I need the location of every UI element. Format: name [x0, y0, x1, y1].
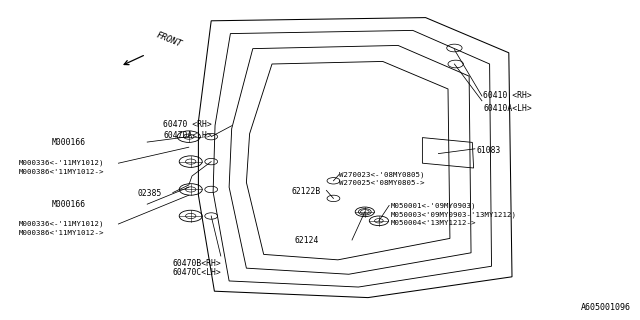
Text: 60410A<LH>: 60410A<LH>: [483, 104, 532, 113]
Text: 61083: 61083: [477, 146, 501, 155]
Text: M050003<'09MY0903-'13MY1212): M050003<'09MY0903-'13MY1212): [390, 211, 516, 218]
Text: M050001<-'09MY0903): M050001<-'09MY0903): [390, 202, 476, 209]
Text: M000336<-'11MY1012): M000336<-'11MY1012): [19, 160, 105, 166]
Text: M000166: M000166: [51, 200, 85, 209]
Text: 60470A<LH>: 60470A<LH>: [163, 132, 212, 140]
Text: W270023<-'08MY0805): W270023<-'08MY0805): [339, 171, 425, 178]
Text: M050004<'13MY1212->: M050004<'13MY1212->: [390, 220, 476, 226]
Text: 60410 <RH>: 60410 <RH>: [483, 92, 532, 100]
Text: M000386<'11MY1012->: M000386<'11MY1012->: [19, 169, 105, 175]
Text: 60470B<RH>: 60470B<RH>: [173, 259, 221, 268]
Text: W270025<'08MY0805->: W270025<'08MY0805->: [339, 180, 425, 186]
Text: 60470 <RH>: 60470 <RH>: [163, 120, 212, 129]
Text: A605001096: A605001096: [580, 303, 630, 312]
Text: 60470C<LH>: 60470C<LH>: [173, 268, 221, 277]
Text: M000336<-'11MY1012): M000336<-'11MY1012): [19, 221, 105, 227]
Text: 62122B: 62122B: [291, 188, 321, 196]
Text: M000386<'11MY1012->: M000386<'11MY1012->: [19, 230, 105, 236]
Text: 62124: 62124: [294, 236, 319, 245]
Text: 02385: 02385: [138, 189, 162, 198]
Text: FRONT: FRONT: [155, 30, 183, 49]
Text: M000166: M000166: [51, 138, 85, 147]
